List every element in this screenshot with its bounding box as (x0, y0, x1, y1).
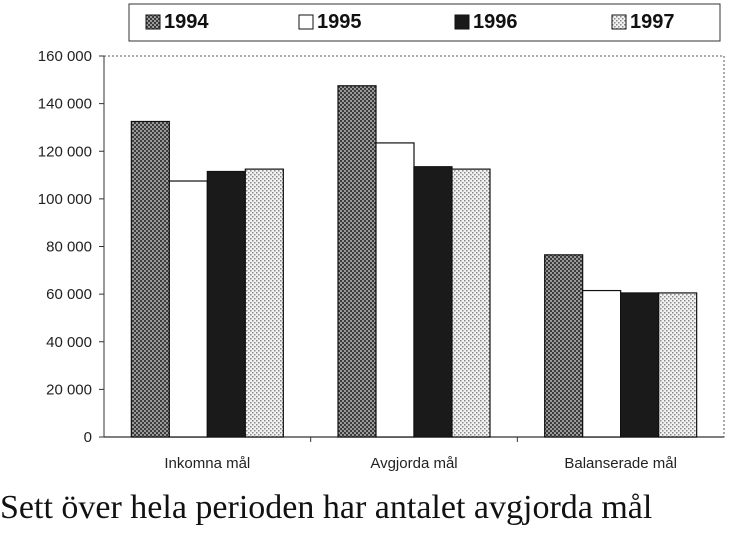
bar-1996-1 (413, 166, 453, 438)
bar-chart: 1994 1995 1996 1997 0 20 000 40 000 60 000 80 0… (38, 3, 725, 472)
bar-1995-2 (582, 289, 622, 438)
category-label: Inkomna mål (164, 455, 250, 472)
y-tick-label: 100 000 (38, 191, 92, 208)
y-tick-label: 120 000 (38, 143, 92, 160)
bar-1996-2 (620, 292, 660, 438)
legend-label-1995: 1995 (317, 11, 362, 33)
legend: 1994 1995 1996 1997 (128, 3, 721, 42)
bar-1997-0 (244, 168, 284, 438)
y-tick-label: 60 000 (46, 286, 92, 303)
legend-swatch-1997 (611, 14, 627, 30)
legend-label-1994: 1994 (164, 11, 209, 33)
y-tick-label: 20 000 (46, 381, 92, 398)
bars (130, 85, 698, 438)
caption-text: Sett över hela perioden har antalet avgj… (0, 489, 653, 526)
x-axis-ticks: Inkomna mål Avgjorda mål Balanserade mål (164, 437, 677, 472)
legend-swatch-1996 (454, 14, 470, 30)
plot-frame (103, 55, 725, 438)
category-label: Avgjorda mål (370, 455, 457, 472)
y-tick-label: 140 000 (38, 96, 92, 113)
bar-1994-1 (337, 85, 377, 438)
bar-1995-1 (375, 142, 415, 438)
legend-swatch-1994 (145, 14, 161, 30)
bar-1994-2 (544, 254, 584, 438)
legend-swatch-1995 (298, 14, 314, 30)
y-tick-label: 40 000 (46, 334, 92, 351)
y-axis-ticks: 0 20 000 40 000 60 000 80 000 100 000 120 000 1… (38, 48, 104, 446)
legend-label-1996: 1996 (473, 11, 518, 33)
bar-1994-0 (130, 120, 170, 438)
y-tick-label: 80 000 (46, 239, 92, 256)
bar-1995-0 (168, 180, 208, 438)
y-tick-label: 160 000 (38, 48, 92, 65)
bar-1997-2 (658, 292, 698, 438)
legend-label-1997: 1997 (630, 11, 675, 33)
y-tick-label: 0 (84, 429, 92, 446)
bar-1997-1 (451, 168, 491, 438)
bar-1996-0 (206, 170, 246, 438)
category-label: Balanserade mål (564, 455, 677, 472)
